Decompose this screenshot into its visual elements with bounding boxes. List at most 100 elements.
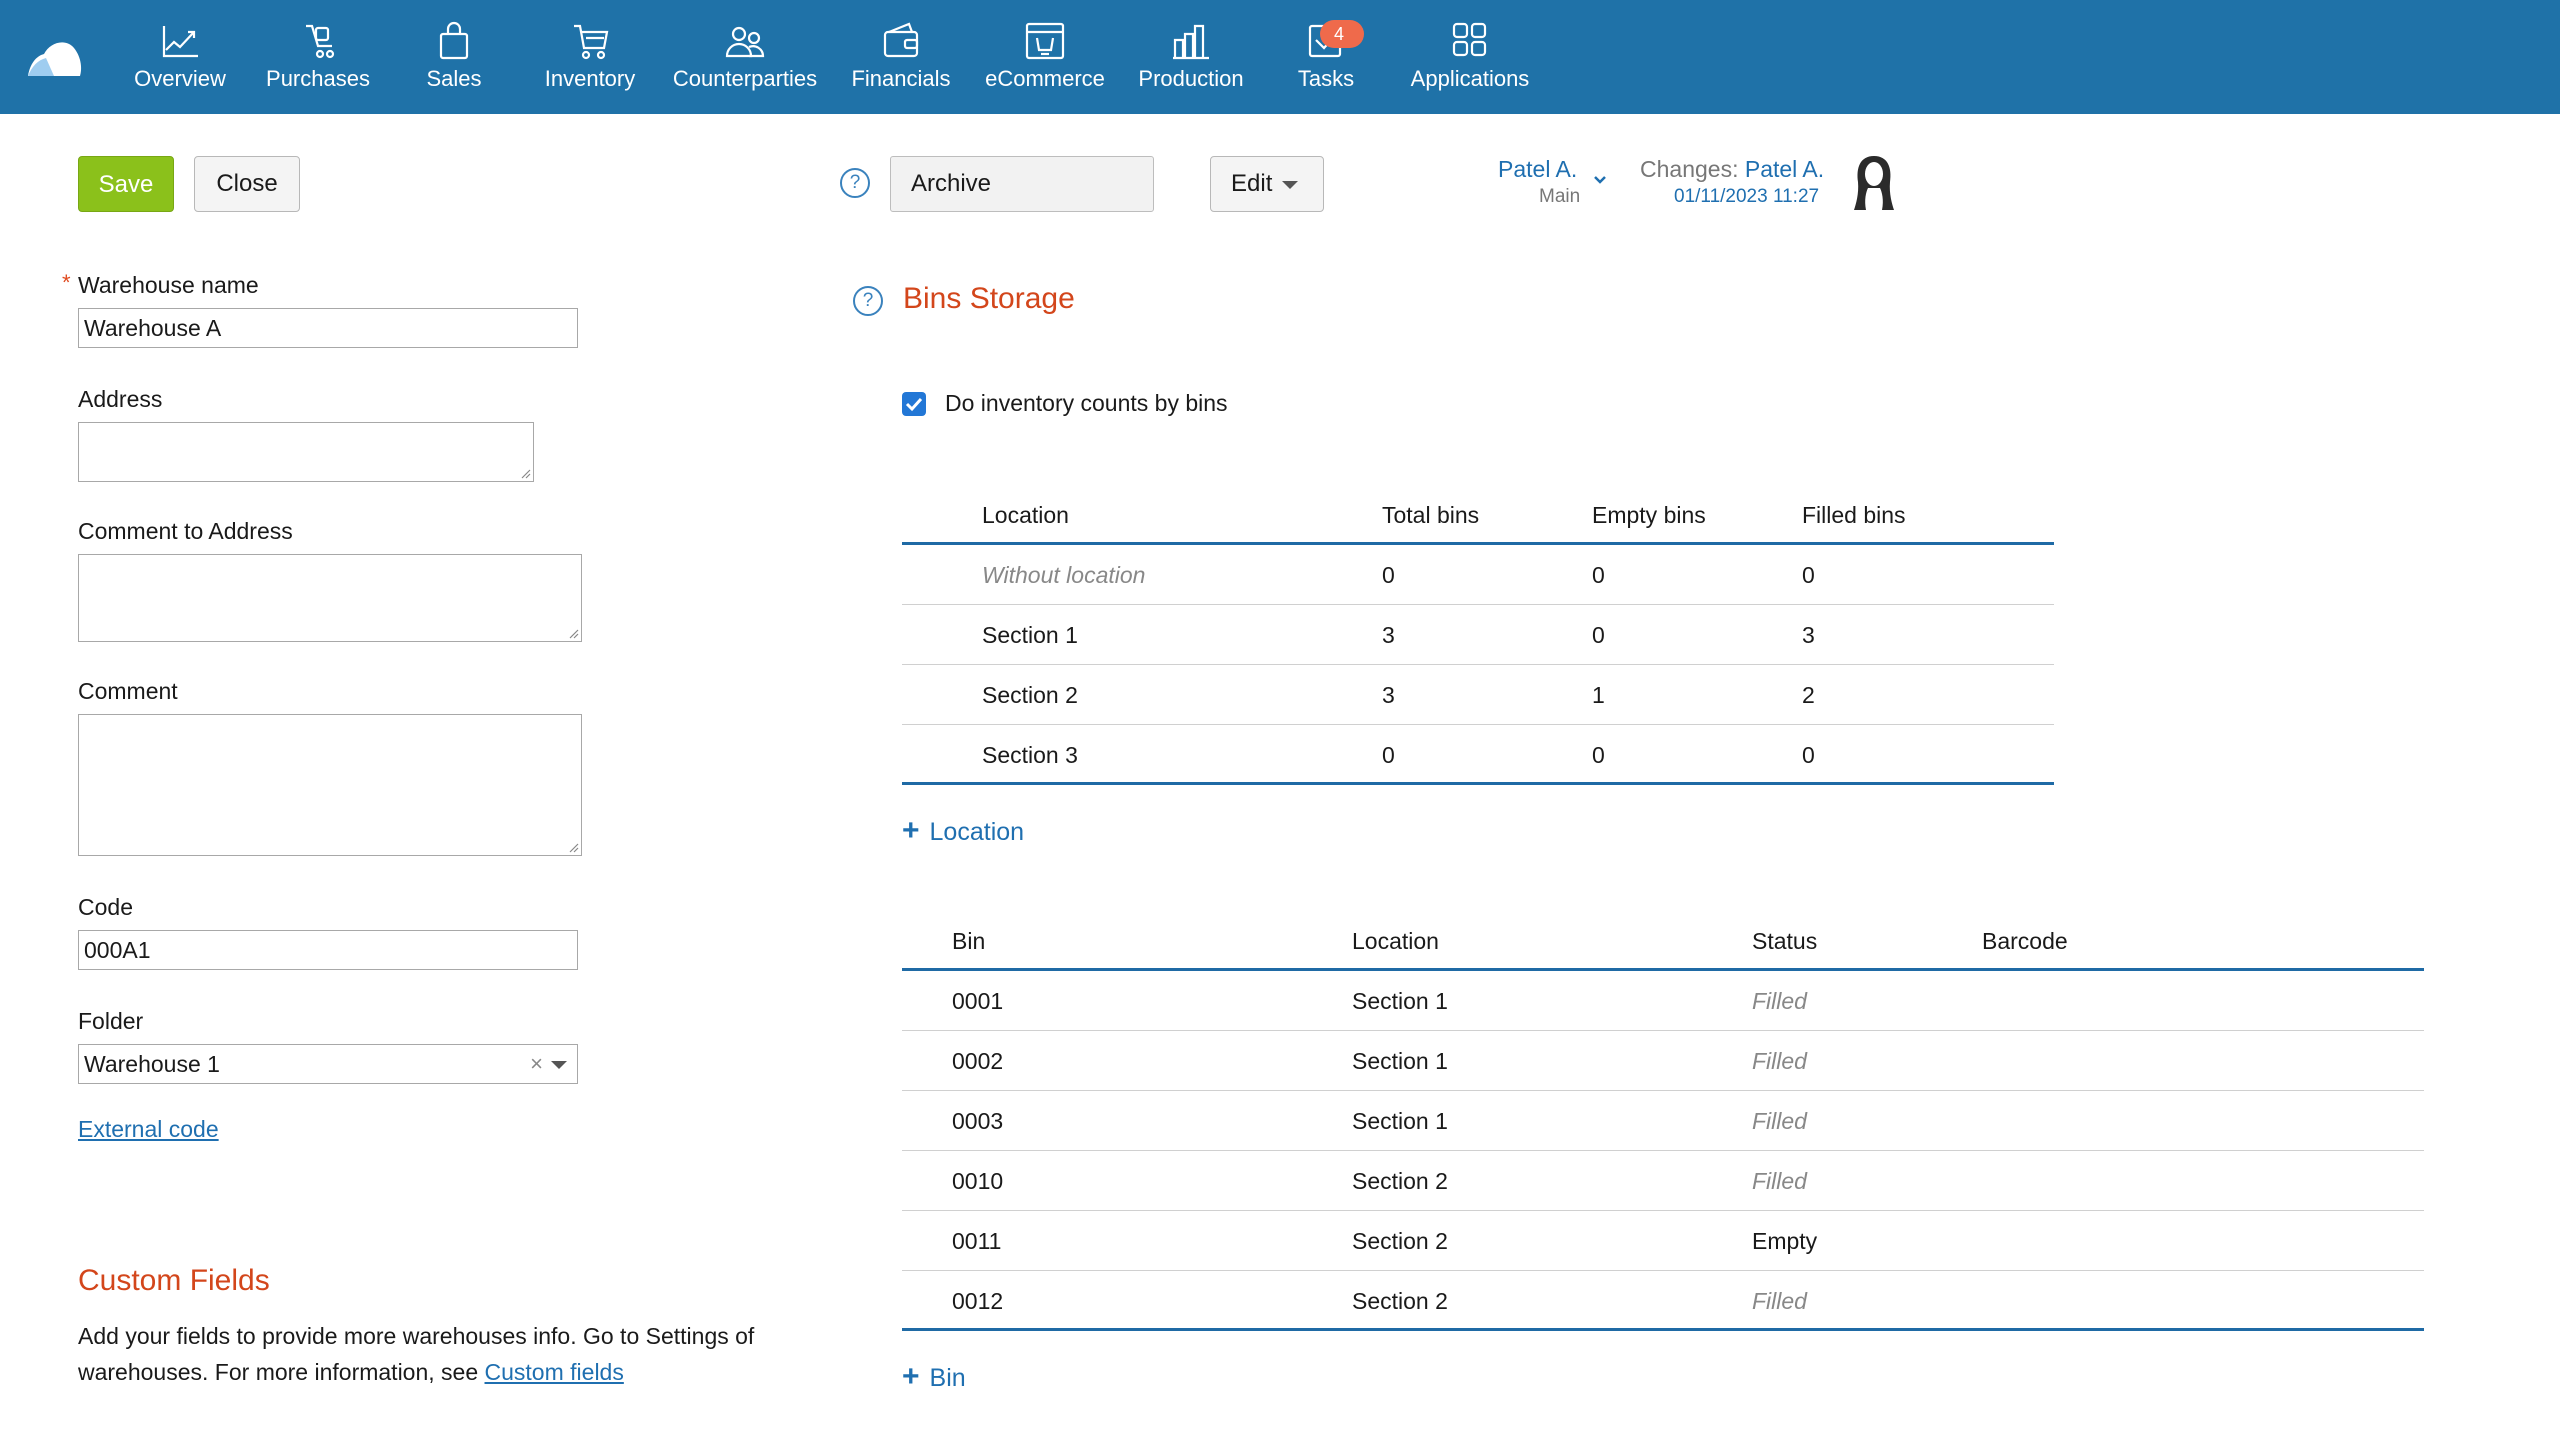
nav-ecommerce[interactable]: eCommerce <box>982 20 1108 100</box>
column-header[interactable]: Total bins <box>1382 502 1480 528</box>
logo-icon[interactable] <box>26 36 84 78</box>
bin-location-cell: Section 2 <box>1352 1288 1448 1314</box>
table-header: Bin Location Status Barcode <box>902 911 2424 971</box>
comment-textarea[interactable] <box>78 714 582 856</box>
nav-sales[interactable]: Sales <box>404 20 504 100</box>
nav-label: Purchases <box>266 66 370 91</box>
nav-applications[interactable]: Applications <box>1402 20 1538 100</box>
chart-line-icon <box>162 26 198 58</box>
close-button[interactable]: Close <box>194 156 300 212</box>
help-icon[interactable]: ? <box>840 168 870 198</box>
chevron-down-icon[interactable] <box>1592 174 1608 186</box>
resize-grip-icon[interactable] <box>567 841 579 853</box>
changes-info: Changes: Patel A. <box>1640 156 1824 183</box>
bin-status-cell: Filled <box>1752 1048 1807 1074</box>
nav-overview[interactable]: Overview <box>130 20 230 100</box>
plus-icon: + <box>902 1360 920 1393</box>
column-header[interactable]: Bin <box>952 928 986 954</box>
bins-storage-title: Bins Storage <box>903 282 1075 315</box>
column-header[interactable]: Location <box>1352 928 1439 954</box>
plus-icon: + <box>902 814 920 847</box>
shopping-bag-icon <box>439 21 469 60</box>
column-header[interactable]: Empty bins <box>1592 502 1706 528</box>
edit-dropdown-button[interactable]: Edit <box>1210 156 1324 212</box>
table-row[interactable]: Section 3 0 0 0 <box>902 725 2054 785</box>
table-row[interactable]: Section 2 3 1 2 <box>902 665 2054 725</box>
column-header[interactable]: Filled bins <box>1802 502 1906 528</box>
code-input[interactable]: 000A1 <box>78 930 578 970</box>
resize-grip-icon[interactable] <box>567 627 579 639</box>
bins-table: Bin Location Status Barcode 0001 Section… <box>902 911 2424 1331</box>
nav-label: Inventory <box>544 66 636 91</box>
nav-inventory[interactable]: Inventory <box>538 20 642 100</box>
add-location-button[interactable]: + Location <box>902 814 1024 848</box>
nav-label: Tasks <box>1297 66 1355 91</box>
bin-status-cell: Empty <box>1752 1228 1818 1254</box>
avatar[interactable] <box>1852 152 1896 212</box>
changes-user[interactable]: Patel A. <box>1744 156 1825 182</box>
archive-button[interactable]: Archive <box>890 156 1154 212</box>
code-label: Code <box>78 894 133 920</box>
locations-table: Location Total bins Empty bins Filled bi… <box>902 485 2054 785</box>
clear-icon[interactable]: × <box>530 1051 543 1076</box>
comment-label: Comment <box>78 678 178 704</box>
factory-icon <box>1173 24 1209 60</box>
empty-bins-cell: 0 <box>1592 742 1605 768</box>
empty-bins-cell: 0 <box>1592 562 1605 588</box>
bin-status-cell: Filled <box>1752 1288 1807 1314</box>
chevron-down-icon <box>1282 180 1299 189</box>
table-row[interactable]: 0012 Section 2 Filled <box>902 1271 2424 1331</box>
nav-label: Counterparties <box>672 66 818 91</box>
external-code-link[interactable]: External code <box>78 1116 219 1142</box>
table-row[interactable]: 0011 Section 2 Empty <box>902 1211 2424 1271</box>
bins-checkbox[interactable] <box>902 392 926 416</box>
table-row[interactable]: 0001 Section 1 Filled <box>902 971 2424 1031</box>
changes-label: Changes: <box>1640 156 1739 182</box>
bin-location-cell: Section 2 <box>1352 1228 1448 1254</box>
bin-cell: 0010 <box>952 1168 1004 1194</box>
nav-financials[interactable]: Financials <box>846 20 956 100</box>
bins-checkbox-label[interactable]: Do inventory counts by bins <box>945 390 1228 416</box>
nav-label: Sales <box>426 66 482 91</box>
comment-address-textarea[interactable] <box>78 554 582 642</box>
nav-purchases[interactable]: Purchases <box>260 20 376 100</box>
table-row[interactable]: 0003 Section 1 Filled <box>902 1091 2424 1151</box>
comment-address-label: Comment to Address <box>78 518 293 544</box>
nav-production[interactable]: Production <box>1134 20 1248 100</box>
bin-cell: 0001 <box>952 988 1004 1014</box>
warehouse-name-input[interactable]: Warehouse A <box>78 308 578 348</box>
table-row[interactable]: Without location 0 0 0 <box>902 545 2054 605</box>
save-button[interactable]: Save <box>78 156 174 212</box>
add-bin-button[interactable]: + Bin <box>902 1360 966 1394</box>
column-header[interactable]: Status <box>1752 928 1818 954</box>
top-navigation-bar: Overview Purchases Sales Inventory Count… <box>0 0 2560 114</box>
check-icon <box>905 397 923 412</box>
nav-counterparties[interactable]: Counterparties <box>670 20 820 100</box>
filled-bins-cell: 3 <box>1802 622 1815 648</box>
table-row[interactable]: Section 1 3 0 3 <box>902 605 2054 665</box>
column-header[interactable]: Barcode <box>1982 928 2068 954</box>
add-bin-label: Bin <box>929 1364 966 1392</box>
folder-select[interactable]: Warehouse 1 × <box>78 1044 578 1084</box>
bins-help-icon[interactable]: ? <box>853 286 883 316</box>
bin-location-cell: Section 2 <box>1352 1168 1448 1194</box>
table-row[interactable]: 0002 Section 1 Filled <box>902 1031 2424 1091</box>
resize-grip-icon[interactable] <box>519 467 531 479</box>
owner-name[interactable]: Patel A. <box>1498 156 1578 182</box>
nav-tasks[interactable]: 4 Tasks <box>1278 20 1374 100</box>
column-header[interactable]: Location <box>982 502 1069 528</box>
total-bins-cell: 3 <box>1382 682 1395 708</box>
address-textarea[interactable] <box>78 422 534 482</box>
cart-icon <box>574 24 609 60</box>
table-row[interactable]: 0010 Section 2 Filled <box>902 1151 2424 1211</box>
total-bins-cell: 0 <box>1382 562 1395 588</box>
chevron-down-icon[interactable] <box>551 1061 567 1069</box>
address-label: Address <box>78 386 163 412</box>
custom-fields-title: Custom Fields <box>78 1264 270 1297</box>
cart-hand-icon <box>306 24 335 59</box>
custom-fields-link[interactable]: Custom fields <box>484 1359 624 1385</box>
location-cell: Without location <box>982 562 1146 588</box>
bin-cell: 0011 <box>952 1228 1002 1254</box>
empty-bins-cell: 0 <box>1592 622 1605 648</box>
owner-group: Main <box>1539 186 1581 207</box>
